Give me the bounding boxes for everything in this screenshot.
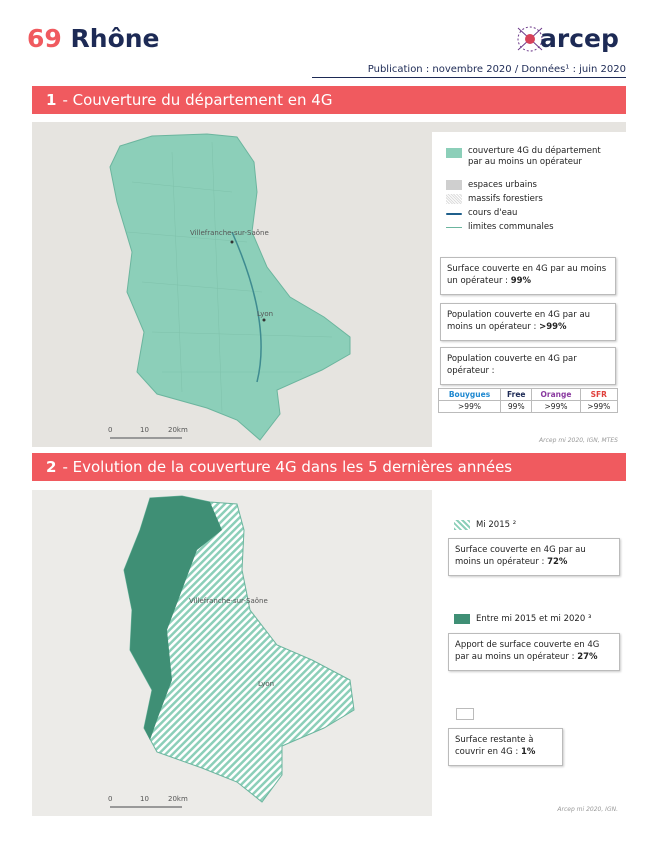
scale-label: 10 [140, 795, 149, 803]
scale-bar [110, 437, 182, 439]
legend-swatch [456, 708, 474, 720]
river [231, 231, 262, 383]
legend-item: cours d'eau [446, 208, 517, 219]
stat-box: Apport de surface couverte en 4G par au … [448, 633, 620, 671]
credit: Arcep mi 2020, IGN, MTES [539, 437, 618, 444]
map-label: Villefranche-sur-Saône [190, 229, 269, 237]
legend-text: couverture 4G du département par au moin… [468, 146, 601, 167]
legend-text: Mi 2015 ² [476, 520, 517, 530]
stat-value: 27% [577, 652, 598, 662]
stat-value: >99% [539, 322, 567, 332]
legend-panel: Mi 2015 ² Surface couverte en 4G par au … [432, 490, 626, 816]
legend-item: Entre mi 2015 et mi 2020 ³ [454, 614, 591, 625]
communal-limits [126, 141, 333, 413]
scale-label: 20km [168, 426, 188, 434]
section-bar: 2 - Evolution de la couverture 4G dans le… [32, 453, 626, 481]
map-area: Villefranche-sur-Saône Lyon 0 10 20km Mi… [32, 490, 626, 816]
map: Villefranche-sur-Saône Lyon 0 10 20km [108, 133, 351, 441]
credit: Arcep mi 2020, IGN. [557, 806, 618, 813]
scale-label: 0 [108, 795, 112, 803]
stat-label: Surface couverte en 4G par au moins un o… [455, 545, 586, 567]
scale-label: 0 [108, 426, 112, 434]
legend-item: massifs forestiers [446, 194, 543, 205]
legend-item: Mi 2015 ² [454, 520, 516, 531]
map-label: Lyon [258, 680, 274, 688]
stat-box: Surface couverte en 4G par au moins un o… [440, 257, 616, 295]
operator-value: >99% [579, 400, 619, 413]
legend-panel: couverture 4G du département par au moin… [432, 132, 626, 447]
stat-label: Population couverte en 4G par opérateur … [447, 354, 577, 376]
stat-label: Surface couverte en 4G par au moins un o… [447, 264, 607, 286]
map-label: Villefranche-sur-Saône [189, 597, 268, 605]
stat-box: Surface couverte en 4G par au moins un o… [448, 538, 620, 576]
legend-text: massifs forestiers [468, 194, 543, 204]
operator-name: Bouygues [437, 388, 502, 401]
header-title: 69 Rhône [27, 24, 160, 53]
stat-label: Population couverte en 4G par au moins u… [447, 310, 591, 332]
city-dot [262, 318, 266, 322]
legend-text: limites communales [468, 222, 554, 232]
scale-label: 10 [140, 426, 149, 434]
department-name: Rhône [70, 24, 160, 53]
scale-bar [110, 806, 182, 808]
legend-item: couverture 4G du département par au moin… [446, 146, 616, 168]
map-area: Villefranche-sur-Saône Lyon 0 10 20km co… [32, 122, 626, 447]
logo: arcep [540, 24, 619, 53]
operator-value: >99% [437, 400, 502, 413]
section-number: 1 [46, 91, 57, 109]
legend-item: limites communales [446, 222, 554, 233]
section-title: - Couverture du département en 4G [62, 91, 333, 109]
operator-name: Orange [531, 388, 581, 401]
city-dot [230, 240, 234, 244]
legend-item: espaces urbains [446, 180, 537, 191]
legend-text: cours d'eau [468, 208, 518, 218]
scale-label: 20km [168, 795, 188, 803]
department-shape [109, 133, 351, 441]
operator-value: 99% [500, 400, 533, 413]
section-title: - Evolution de la couverture 4G dans les… [62, 458, 513, 476]
stat-value: 1% [520, 747, 536, 757]
stat-label: Surface restante à couvrir en 4G : [455, 735, 534, 757]
stat-label: Apport de surface couverte en 4G par au … [455, 640, 600, 662]
stat-box: Population couverte en 4G par opérateur … [440, 347, 616, 385]
operator-table: Bouygues Free Orange SFR >99% 99% >99% >99% [437, 388, 619, 413]
legend-text: Entre mi 2015 et mi 2020 ³ [476, 614, 592, 624]
operator-name: SFR [579, 388, 619, 401]
map-label: Lyon [257, 310, 273, 318]
publication: Publication : novembre 2020 / Données¹ :… [312, 64, 626, 78]
stat-value: 99% [510, 276, 532, 286]
map: Villefranche-sur-Saône Lyon 0 10 20km [108, 495, 355, 808]
department-number: 69 [27, 24, 62, 53]
operator-name: Free [500, 388, 533, 401]
stat-box: Population couverte en 4G par au moins u… [440, 303, 616, 341]
logo-icon [517, 26, 543, 52]
legend-text: espaces urbains [468, 180, 537, 190]
section-bar: 1 - Couverture du département en 4G [32, 86, 626, 114]
coverage-added [124, 496, 222, 740]
stat-value: 72% [547, 557, 568, 567]
operator-value: >99% [531, 400, 581, 413]
stat-box: Surface restante à couvrir en 4G : 1% [448, 728, 563, 766]
section-number: 2 [46, 458, 57, 476]
